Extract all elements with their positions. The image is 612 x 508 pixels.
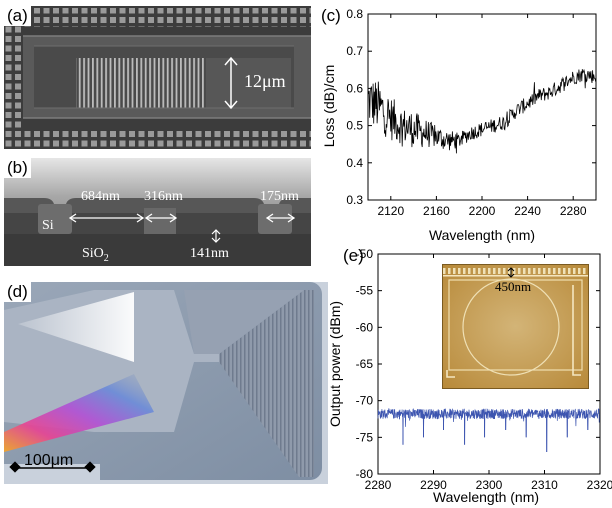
- chart-c-ytick-label: 0.5: [346, 119, 363, 133]
- chart-e-ytick-label: -55: [356, 284, 374, 298]
- inset-ring-photo: [443, 265, 588, 388]
- label-sio2-main: SiO: [82, 246, 104, 261]
- chart-e-ytick-label: -60: [356, 320, 374, 334]
- panel-e-label: (e): [340, 246, 367, 266]
- chart-c-ylabel: Loss (dB)/cm: [322, 65, 337, 147]
- chart-e-series-output: [377, 408, 600, 453]
- chart-e-xtick-label: 2320: [587, 478, 612, 492]
- chart-e: 2280 2290 2300 2310 2320 -80 -75 -70 -65 -60 -55 -5…: [330, 247, 612, 505]
- panel-d-device-image: [4, 282, 328, 484]
- chart-c-xlabel: Wavelength (nm): [429, 227, 535, 243]
- inset-dimension-label: 450nm: [495, 279, 532, 294]
- chart-c-xtick-label: 2160: [423, 204, 450, 218]
- chart-e-xtick-label: 2310: [531, 478, 558, 492]
- chart-c-ytick-label: 0.4: [346, 156, 363, 170]
- chart-e-ytick-label: -80: [356, 467, 374, 481]
- chart-c-series-loss: [367, 68, 597, 154]
- chart-c-ytick-label: 0.3: [346, 193, 363, 207]
- chart-e-ytick-label: -50: [356, 247, 374, 261]
- label-si: Si: [42, 218, 54, 233]
- chart-e-xlabel: Wavelength (nm): [433, 489, 539, 505]
- panel-d-scale-bar-label: 100μm: [24, 452, 74, 469]
- dimension-141nm: 141nm: [190, 246, 229, 261]
- chart-c-xtick-label: 2120: [377, 204, 404, 218]
- panel-b-label: (b): [4, 158, 31, 178]
- chart-e-ylabel: Output power (dBm): [330, 301, 343, 427]
- dimension-684nm: 684nm: [81, 189, 120, 204]
- chart-e-ytick-label: -65: [356, 357, 374, 371]
- chart-e-xtick-label: 2300: [476, 478, 503, 492]
- panel-b-sem-image: [4, 158, 311, 266]
- chart-e-xtick-label: 2290: [420, 478, 447, 492]
- chart-c-ytick-label: 0.6: [346, 81, 363, 95]
- label-sio2: SiO2: [82, 246, 109, 264]
- chart-c-ytick-label: 0.8: [346, 7, 363, 21]
- chart-c-xtick-label: 2200: [469, 204, 496, 218]
- panel-c-label: (c): [318, 6, 344, 26]
- chart-e-ytick-label: -70: [356, 394, 374, 408]
- chart-c-frame: [367, 13, 597, 201]
- panel-a-dimension-label: 12μm: [244, 71, 286, 91]
- panel-a: 12μm (a): [4, 6, 311, 149]
- dimension-175nm: 175nm: [260, 189, 299, 204]
- label-sio2-subscript: 2: [103, 252, 109, 264]
- chart-e-xtick-label: 2280: [365, 478, 392, 492]
- panel-a-sem-image: [4, 6, 311, 149]
- panel-a-label: (a): [4, 6, 31, 26]
- chart-c-xtick-label: 2240: [514, 204, 541, 218]
- panel-b: 684nm 316nm 175nm Si SiO2 141nm (b): [4, 158, 311, 266]
- dimension-316nm: 316nm: [144, 189, 183, 204]
- chart-e-ytick-label: -75: [356, 430, 374, 444]
- panel-d: 100μm (d): [4, 282, 328, 484]
- chart-c: 2120 2160 2200 2240 2280 0.3 0.4 0.5 0.6 0.7 0.8 L…: [322, 7, 597, 243]
- panel-e-inset: 450nm: [442, 264, 589, 389]
- chart-c-ytick-label: 0.7: [346, 44, 363, 58]
- chart-c-xtick-label: 2280: [560, 204, 587, 218]
- panel-d-label: (d): [4, 282, 31, 302]
